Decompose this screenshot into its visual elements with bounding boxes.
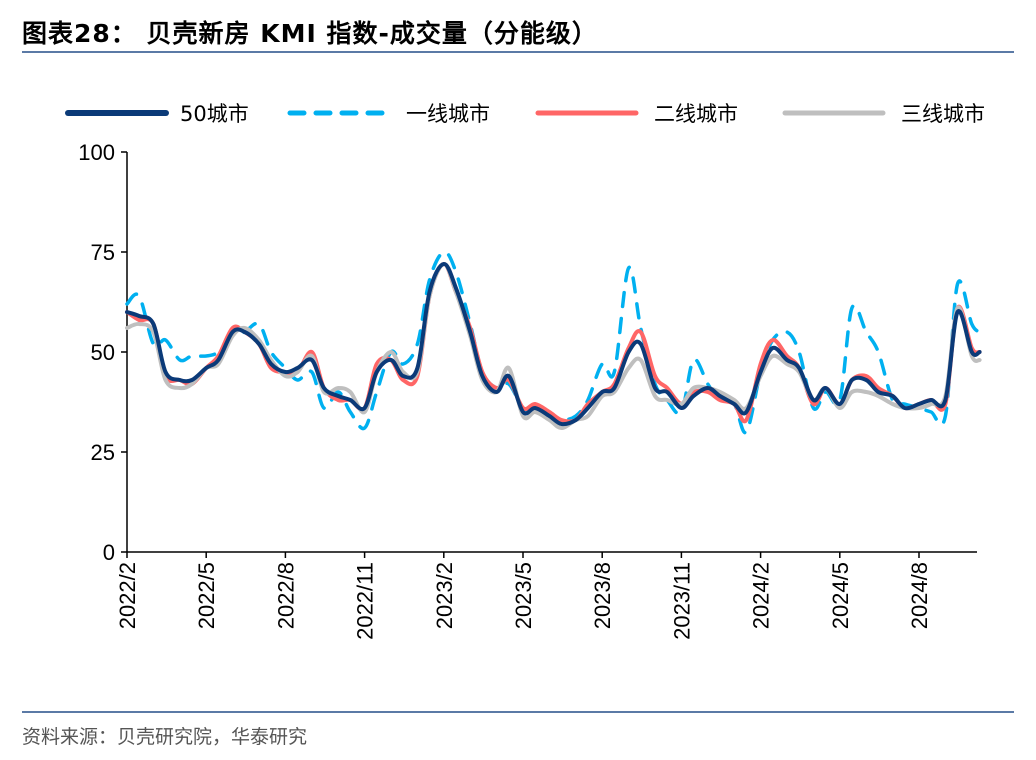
x-tick-label: 2024/8: [907, 562, 932, 629]
y-tick-label: 25: [91, 440, 115, 465]
x-tick-label: 2024/5: [828, 562, 853, 629]
x-tick-label: 2023/2: [432, 562, 457, 629]
series-line-3: [125, 262, 982, 430]
source-divider: [22, 711, 1014, 713]
line-chart: 50城市 一线城市 二线城市 三线城市 0 25 50 75 100 2022/2 2022/5 2…: [65, 102, 985, 640]
x-tick-label: 2023/5: [511, 562, 536, 629]
legend-label-3: 三线城市: [901, 102, 985, 126]
legend-label-0: 50城市: [180, 102, 249, 126]
axes: 0 25 50 75 100 2022/2 2022/5 2022/8 2022/11 2023/…: [78, 140, 977, 640]
legend-label-1: 一线城市: [406, 102, 490, 126]
series-lines: [125, 250, 982, 435]
y-tick-label: 0: [103, 540, 115, 565]
y-tick-label: 100: [78, 140, 115, 165]
x-tick-label: 2023/8: [590, 562, 615, 629]
series-line-2: [125, 262, 982, 424]
series-line-0: [125, 262, 982, 427]
title-divider: [22, 51, 1014, 53]
x-tick-label: 2022/2: [115, 562, 140, 629]
x-tick-label: 2022/8: [273, 562, 298, 629]
x-tick-label: 2022/5: [194, 562, 219, 629]
figure-title: 图表28： 贝壳新房 KMI 指数-成交量（分能级）: [22, 19, 598, 48]
x-tick-label: 2022/11: [353, 562, 378, 640]
source-note: 资料来源：贝壳研究院，华泰研究: [22, 726, 308, 748]
x-tick-label: 2024/2: [749, 562, 774, 629]
y-tick-label: 75: [91, 240, 115, 265]
y-tick-label: 50: [91, 340, 115, 365]
x-tick-label: 2023/11: [669, 562, 694, 640]
legend-label-2: 二线城市: [654, 102, 738, 126]
series-line-1: [125, 250, 982, 435]
legend: 50城市 一线城市 二线城市 三线城市: [65, 102, 985, 126]
